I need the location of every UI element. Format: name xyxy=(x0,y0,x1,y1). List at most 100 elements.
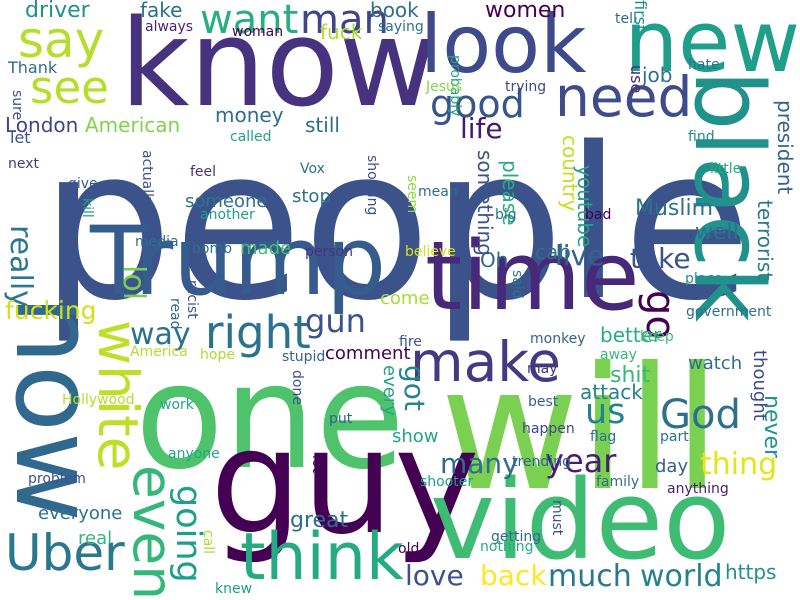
cloud-word: country xyxy=(558,135,582,212)
cloud-word: give xyxy=(68,176,98,192)
cloud-word: shooter xyxy=(420,474,474,490)
cloud-word: lol xyxy=(116,265,151,301)
cloud-word: love xyxy=(405,559,464,592)
cloud-word: thought xyxy=(749,350,770,421)
cloud-word: American xyxy=(85,113,181,137)
cloud-word: use xyxy=(627,65,646,94)
cloud-word: nothing xyxy=(480,539,534,555)
cloud-word: never xyxy=(759,395,784,459)
cloud-word: us xyxy=(585,392,626,432)
cloud-word: black xyxy=(673,70,783,323)
cloud-word: big xyxy=(495,207,517,223)
cloud-word: Trump xyxy=(90,207,387,317)
cloud-word: hate xyxy=(688,57,720,73)
cloud-word: know xyxy=(120,0,438,134)
cloud-word: thing xyxy=(700,447,778,482)
cloud-word: flag xyxy=(590,429,617,445)
cloud-word: better xyxy=(600,323,662,347)
cloud-word: attack xyxy=(580,380,643,404)
cloud-word: women xyxy=(485,0,566,23)
cloud-word: said xyxy=(509,270,525,299)
cloud-word: part xyxy=(660,429,689,445)
cloud-word: find xyxy=(688,129,715,145)
cloud-word: woman xyxy=(232,24,284,40)
cloud-word: still xyxy=(305,113,340,137)
cloud-word: family xyxy=(596,474,640,490)
cloud-word: trending xyxy=(512,454,571,470)
cloud-word: think xyxy=(240,520,404,595)
cloud-word: actually xyxy=(139,150,155,206)
cloud-word: Uber xyxy=(5,524,125,582)
cloud-word: man xyxy=(300,0,389,43)
cloud-word: say xyxy=(18,11,105,69)
cloud-word: president xyxy=(773,100,797,195)
cloud-word: saying xyxy=(378,19,424,35)
cloud-word: feel xyxy=(190,164,217,180)
cloud-word: year xyxy=(545,442,617,480)
cloud-word: good xyxy=(430,82,525,126)
cloud-word: let xyxy=(10,128,31,147)
cloud-word: will xyxy=(440,331,721,529)
cloud-word: cab xyxy=(535,240,571,264)
cloud-word: going xyxy=(168,485,208,583)
cloud-word: Oh xyxy=(480,248,509,272)
cloud-word: book xyxy=(370,0,419,22)
cloud-word: done xyxy=(289,370,305,405)
cloud-word: back xyxy=(480,559,547,592)
cloud-word: racist xyxy=(184,280,200,319)
cloud-word: go xyxy=(637,290,683,340)
cloud-word: tell xyxy=(615,11,637,27)
cloud-word: fire xyxy=(399,334,422,350)
cloud-word: keep xyxy=(640,329,674,345)
cloud-word: happen xyxy=(522,421,575,437)
cloud-word: live xyxy=(555,239,605,272)
cloud-word: please xyxy=(498,160,522,226)
cloud-word: white xyxy=(86,320,150,471)
cloud-word: hope xyxy=(200,347,235,363)
cloud-word: new xyxy=(624,0,800,92)
cloud-word: Muslim xyxy=(635,196,714,221)
cloud-word: great xyxy=(290,508,349,533)
cloud-word: guy xyxy=(210,398,480,567)
cloud-word: anything xyxy=(667,481,729,497)
cloud-word: little xyxy=(710,161,742,177)
cloud-word: London xyxy=(5,113,79,137)
cloud-word: Hollywood xyxy=(62,392,135,408)
cloud-word: every xyxy=(379,365,400,416)
cloud-word: read xyxy=(167,298,183,330)
cloud-word: first xyxy=(631,0,650,32)
cloud-word: media xyxy=(135,234,179,250)
cloud-word: watch xyxy=(688,353,743,374)
cloud-word: even xyxy=(121,464,185,600)
cloud-word: may xyxy=(527,361,558,377)
cloud-word: shooting xyxy=(364,155,380,216)
cloud-word: real xyxy=(78,528,113,549)
cloud-word: money xyxy=(215,103,284,127)
cloud-word: mean xyxy=(418,184,458,200)
cloud-word: job xyxy=(642,63,673,87)
cloud-word: seem xyxy=(404,175,420,214)
cloud-word: anyone xyxy=(168,446,220,462)
cloud-word: old xyxy=(398,541,420,557)
cloud-word: government xyxy=(686,304,772,320)
cloud-word: kill xyxy=(79,198,95,218)
cloud-word: work xyxy=(160,397,194,413)
cloud-word: must xyxy=(549,500,565,536)
cloud-word: fucking xyxy=(5,296,97,325)
cloud-word: right xyxy=(205,306,311,359)
cloud-word: person xyxy=(305,244,353,260)
cloud-word: see xyxy=(30,61,109,114)
cloud-word: stop xyxy=(292,186,331,207)
cloud-word: way xyxy=(130,317,191,352)
cloud-word: someone xyxy=(185,191,268,212)
cloud-word: world xyxy=(640,559,723,594)
cloud-word: bomb xyxy=(192,241,232,257)
cloud-word: well xyxy=(695,220,739,245)
cloud-word: people xyxy=(40,102,752,347)
cloud-word: gun xyxy=(305,302,366,340)
cloud-word: call xyxy=(200,530,216,555)
cloud-word: probably xyxy=(447,55,463,117)
cloud-word: got xyxy=(398,365,431,411)
cloud-word: lot xyxy=(309,455,325,473)
